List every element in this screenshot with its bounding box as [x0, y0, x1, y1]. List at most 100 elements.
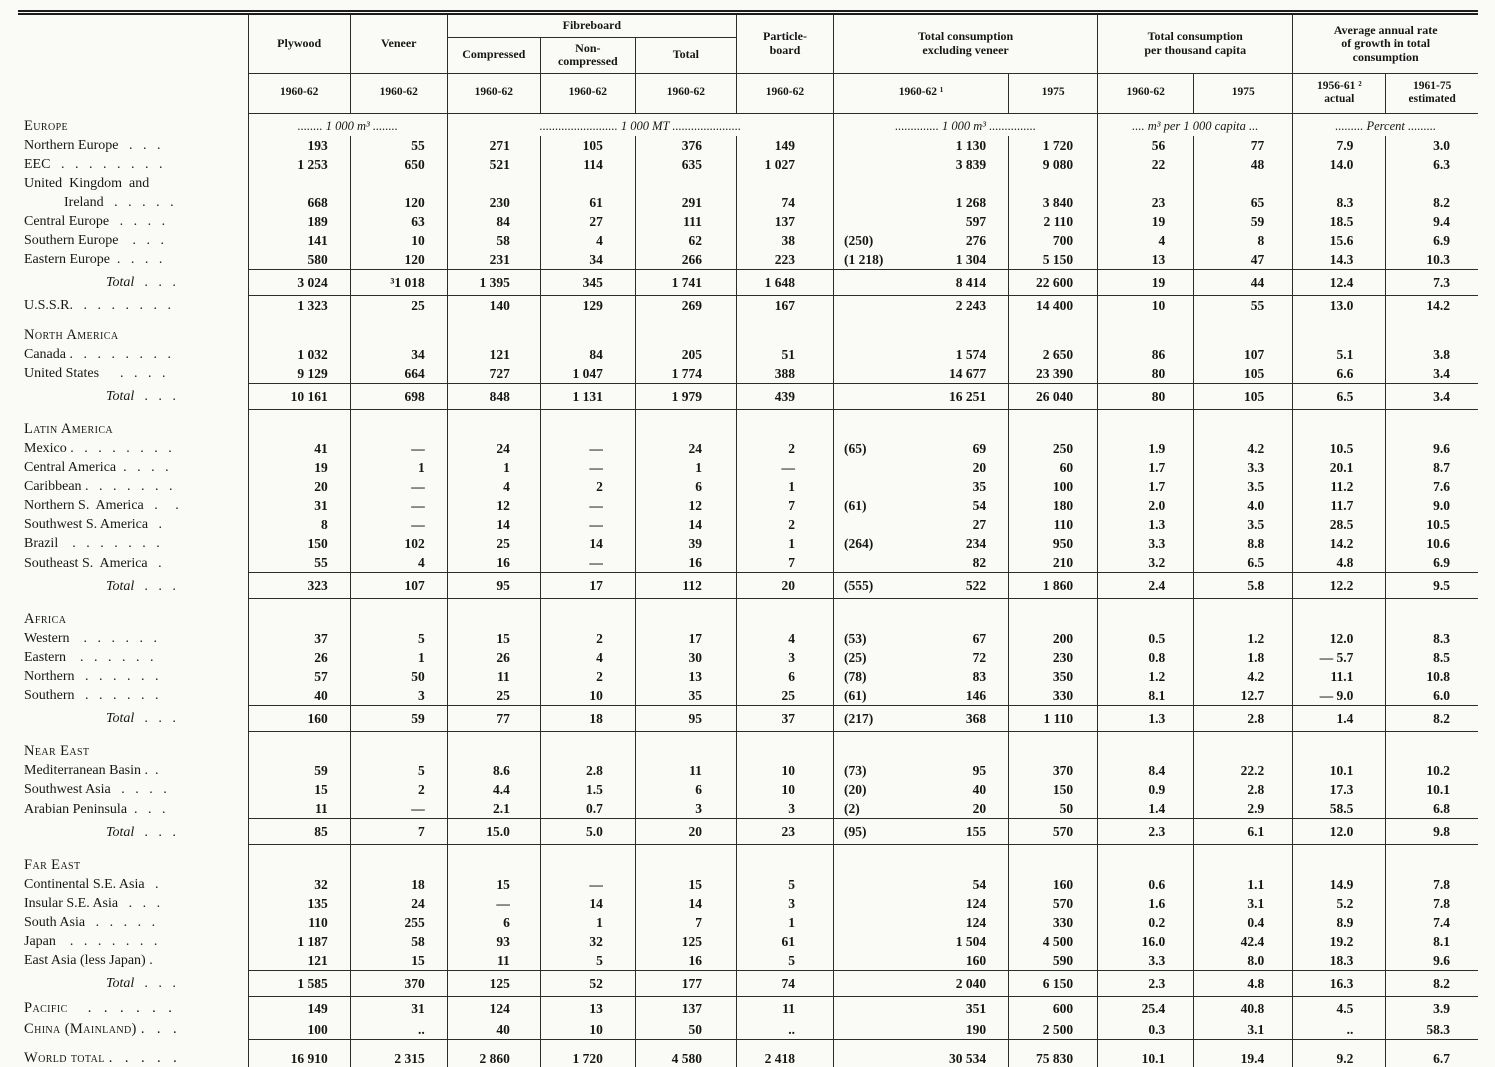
cell: 700 [1008, 230, 1098, 250]
table-row: Brazil . . . . . . . 150 102 25 14 39 1 (264) 23… [18, 534, 1478, 553]
cell [832, 154, 906, 174]
cell: 25 [446, 534, 541, 553]
cell: 2 [735, 515, 834, 534]
cell [1097, 598, 1194, 629]
cell [446, 844, 541, 875]
cell [539, 173, 636, 193]
cell: 13 [1097, 249, 1194, 269]
cell: 0.7 [539, 799, 636, 819]
row-label: Europe [18, 113, 249, 136]
table-row: Eastern Europe . . . . 580 120 231 34 266 223(… [18, 249, 1478, 269]
cell [735, 409, 834, 439]
cell: 3.1 [1193, 893, 1293, 913]
cell: 16.3 [1292, 969, 1386, 997]
cell: 1 027 [735, 154, 834, 174]
cell: 155 [905, 818, 1009, 845]
cell: 2 418 [735, 1038, 834, 1067]
cell [906, 731, 1009, 761]
cell: 3.4 [1385, 363, 1478, 383]
cell: 6 [446, 912, 541, 932]
cell: (25) [832, 647, 906, 667]
cell: 61 [539, 192, 636, 212]
cell: 1 720 [1008, 135, 1098, 155]
cell: 3.4 [1385, 382, 1478, 410]
cell: 323 [247, 572, 351, 599]
cell: 40 [446, 1017, 541, 1039]
cell: 3.1 [1193, 1017, 1293, 1039]
cell: 74 [735, 192, 834, 212]
cell: 5 [349, 761, 448, 780]
period-growth-estimated: 1961-75 estimated [1385, 73, 1478, 114]
cell: — [446, 893, 541, 913]
cell: 3.0 [1385, 135, 1478, 155]
cell: 3 [735, 893, 834, 913]
cell: 3 840 [1008, 192, 1098, 212]
cell: 83 [972, 668, 987, 684]
cell: 18 [349, 874, 448, 894]
cell: 597 [965, 213, 987, 229]
cell [539, 314, 636, 345]
cell: 12 [634, 496, 737, 515]
cell: 25 [735, 685, 834, 705]
cell: 40.8 [1193, 996, 1293, 1018]
row-label: North America [18, 314, 249, 345]
cell: 14 677 [948, 365, 987, 381]
cell: 65 [1193, 192, 1293, 212]
cell: 16 [634, 553, 737, 573]
cell: (78) [832, 666, 906, 686]
cell: 4.2 [1193, 439, 1293, 458]
cell [1097, 314, 1194, 345]
cell [832, 409, 906, 439]
cell: 10.2 [1385, 761, 1478, 780]
cell: 10.5 [1385, 515, 1478, 534]
cell: 5 [735, 874, 834, 894]
table-row: Near East [18, 731, 1478, 761]
cell: 368 [905, 704, 1009, 732]
cell: 2 860 [446, 1038, 541, 1067]
cell: 10.8 [1385, 666, 1478, 686]
cell: 698 [349, 382, 448, 410]
row-label: World total . . . . . [18, 1039, 249, 1067]
cell [832, 598, 906, 629]
cell: 1 585 [247, 969, 351, 997]
cell: 12.0 [1292, 818, 1386, 845]
cell [1385, 844, 1478, 875]
cell: 111 [634, 211, 737, 231]
cell: 114 [539, 154, 636, 174]
cell [1008, 173, 1098, 193]
cell: 80 [1097, 363, 1194, 383]
cell: 30 534 [905, 1038, 1009, 1067]
cell: 190 [965, 1021, 987, 1037]
cell [1193, 314, 1293, 345]
cell: (73) [832, 761, 906, 780]
cell: 58.5 [1292, 799, 1386, 819]
cell: 80 [1097, 382, 1194, 410]
table-row: Central Europe . . . . 189 63 84 27 111 137 597… [18, 211, 1478, 231]
group-header-total-consumption: Total consumption excluding veneer [832, 12, 1098, 74]
cell: 3 [735, 647, 834, 667]
cell: 50 [349, 666, 448, 686]
cell: 5.0 [539, 818, 636, 845]
group-header-per-capita: Total consumption per thousand capita [1097, 12, 1293, 74]
cell: 105 [1193, 382, 1293, 410]
cell [735, 598, 834, 629]
cell [735, 173, 834, 193]
cell [832, 211, 906, 231]
cell [832, 1038, 906, 1067]
cell: 25 [349, 295, 448, 315]
cell: 7 [634, 912, 737, 932]
cell: 4.8 [1292, 553, 1386, 573]
cell: (250) [832, 230, 906, 250]
cell [247, 409, 351, 439]
cell: 12.4 [1292, 268, 1386, 296]
cell: 193 [247, 135, 351, 155]
cell [1008, 731, 1098, 761]
cell: 2 [539, 477, 636, 496]
cell: (217) [832, 704, 906, 732]
cell: 7.3 [1385, 268, 1478, 296]
cell [1292, 173, 1386, 193]
cell [1097, 731, 1194, 761]
table-row: World total . . . . . 16 910 2 315 2 860 1 7… [18, 1038, 1478, 1067]
cell: — [539, 515, 636, 534]
cell: 1 504 [955, 933, 987, 949]
